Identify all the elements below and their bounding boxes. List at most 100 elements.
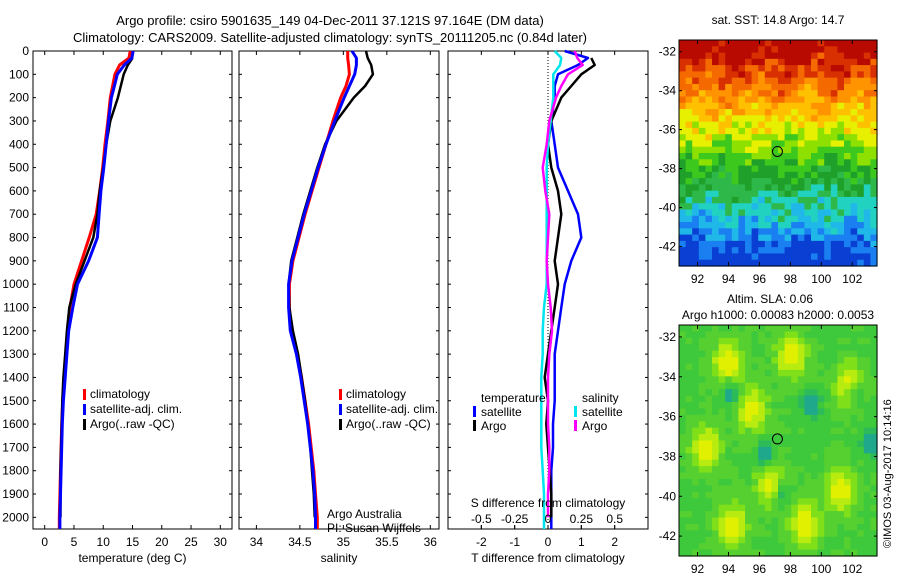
map-cell [784, 228, 792, 236]
x-axis-label: temperature (deg C) [78, 551, 186, 565]
map-cell [712, 376, 720, 384]
map-cell [698, 209, 706, 217]
map-cell [685, 115, 693, 123]
map-cell [844, 134, 852, 142]
map-cell [679, 331, 687, 339]
map-cell [764, 228, 772, 236]
map-cell [692, 102, 700, 110]
map-cell [751, 382, 759, 390]
map-cell [784, 58, 792, 66]
map-cell [778, 40, 786, 47]
map-cell [745, 427, 753, 435]
map-cell [844, 71, 852, 79]
map-cell [712, 247, 720, 255]
map-cell [731, 127, 739, 135]
map-cell [830, 127, 838, 135]
map-cell [830, 472, 838, 480]
map-cell [718, 259, 726, 267]
map-cell [712, 165, 720, 173]
map-cell [778, 146, 786, 154]
map-cell [771, 485, 779, 493]
map-cell [705, 421, 713, 429]
map-cell [844, 472, 852, 480]
map-cell [857, 159, 865, 167]
map-cell [751, 240, 759, 248]
map-cell [698, 382, 706, 390]
map-cell [850, 504, 858, 512]
map-cell [758, 517, 766, 525]
map-cell [797, 382, 805, 390]
map-cell [784, 504, 792, 512]
map-cell [712, 504, 720, 512]
map-cell [705, 344, 713, 352]
map-cell [745, 203, 753, 211]
map-cell [830, 491, 838, 499]
map-cell [797, 109, 805, 116]
map-cell [804, 259, 812, 267]
map-cell [811, 472, 819, 480]
map-cell [751, 77, 759, 85]
map-cell [758, 376, 766, 384]
map-cell [804, 466, 812, 474]
map-cell [817, 395, 825, 403]
map-cell [725, 83, 733, 91]
map-cell [857, 90, 865, 98]
map-cell [784, 511, 792, 519]
map-cell [784, 325, 792, 333]
map-cell [837, 102, 845, 110]
map-cell [844, 146, 852, 154]
map-cell [679, 259, 687, 267]
map-cell [797, 421, 805, 429]
map-cell [837, 40, 845, 47]
map-cell [712, 479, 720, 487]
map-cell [751, 479, 759, 487]
y-tick-label: 1200 [2, 324, 29, 338]
map-cell [817, 344, 825, 352]
map-cell [791, 90, 799, 98]
legend-swatch [473, 420, 476, 431]
map-cell [797, 517, 805, 525]
map-cell [692, 40, 700, 47]
map-cell [698, 52, 706, 60]
legend-label: satellite [481, 405, 522, 419]
sla-map-field [679, 325, 878, 557]
map-cell [850, 159, 858, 167]
map-cell [758, 344, 766, 352]
map-cell [830, 536, 838, 544]
map-cell [817, 363, 825, 371]
map-cell [751, 102, 759, 110]
map-cell [870, 96, 878, 104]
map-cell [850, 357, 858, 365]
map-cell [784, 127, 792, 135]
map-cell [791, 140, 799, 148]
map-cell [731, 350, 739, 358]
map-cell [679, 228, 687, 236]
map-cell [811, 203, 819, 211]
map-cell [738, 203, 746, 211]
x2-tick-label: 0 [545, 512, 552, 526]
map-cell [837, 115, 845, 123]
map-cell [685, 83, 693, 91]
map-cell [817, 190, 825, 198]
map-cell [817, 203, 825, 211]
map-cell [837, 83, 845, 91]
map-cell [751, 171, 759, 179]
map-cell [692, 337, 700, 345]
map-cell [778, 90, 786, 98]
map-cell [712, 190, 720, 198]
map-cell [705, 184, 713, 192]
map-cell [745, 517, 753, 525]
map-cell [824, 536, 832, 544]
map-cell [771, 83, 779, 91]
map-cell [844, 434, 852, 442]
map-cell [811, 102, 819, 110]
map-cell [791, 350, 799, 358]
map-cell [764, 77, 772, 85]
map-cell [857, 52, 865, 60]
map-cell [738, 389, 746, 397]
map-cell [692, 209, 700, 217]
map-cell [712, 52, 720, 60]
map-cell [764, 58, 772, 66]
map-cell [705, 140, 713, 148]
map-cell [738, 240, 746, 248]
